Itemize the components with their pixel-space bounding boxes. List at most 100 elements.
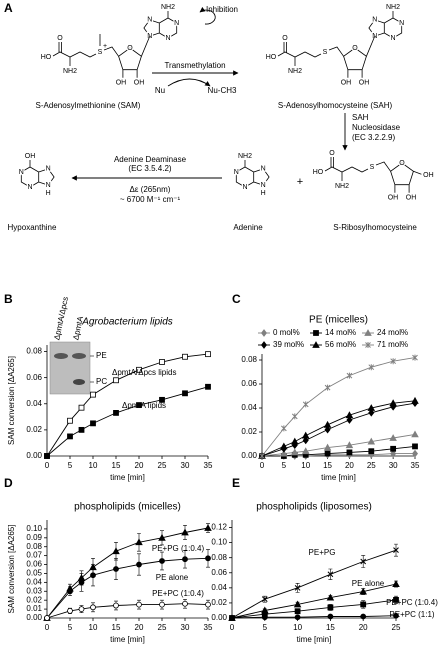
x-tick-label: 35 (204, 623, 213, 632)
y-tick-label: 0.04 (26, 577, 42, 586)
panel-label: E (232, 476, 240, 490)
atom-label: HO (313, 169, 324, 176)
sah-name: S-Adenosylhomocysteine (SAH) (278, 101, 393, 110)
data-point (281, 425, 287, 432)
atom-label: O (329, 150, 335, 157)
data-point (112, 547, 120, 555)
atom-label: NH2 (238, 153, 252, 160)
x-tick-label: 35 (411, 461, 420, 470)
data-point (360, 613, 367, 620)
series-label: ΔpmtA/Δpcs lipids (112, 368, 176, 377)
inset-label: PE (96, 351, 107, 360)
data-point (135, 538, 143, 546)
data-point (324, 450, 331, 457)
bond (368, 19, 385, 37)
y-tick-label: 0.08 (26, 542, 42, 551)
legend-label: 71 mol% (377, 340, 408, 349)
extinction-label: ~ 6700 M⁻¹ cm⁻¹ (120, 195, 181, 204)
y-tick-label: 0.02 (211, 598, 227, 607)
x-tick-label: 15 (323, 461, 332, 470)
atom-label: N (261, 182, 266, 189)
data-point (411, 396, 419, 404)
atom-label: OH (359, 80, 370, 87)
data-point (346, 449, 353, 456)
y-tick-label: 0.06 (26, 373, 42, 382)
data-point (393, 597, 399, 603)
atom-label: O (352, 45, 358, 52)
legend-label: 56 mol% (325, 340, 356, 349)
data-point (229, 615, 235, 621)
atom-label: + (103, 43, 107, 50)
atom-label: N (46, 182, 51, 189)
data-point (291, 448, 299, 456)
data-point (390, 358, 396, 365)
atom-label: HO (266, 54, 277, 61)
series-label: PE+PG (309, 548, 336, 557)
y-tick-label: 0.06 (26, 560, 42, 569)
data-point (302, 401, 309, 408)
data-point (291, 413, 298, 420)
atom-label: N (261, 166, 266, 173)
data-point (323, 420, 332, 428)
data-point (390, 449, 397, 458)
data-point (159, 359, 165, 365)
data-point (293, 600, 302, 608)
x-tick-label: 25 (367, 461, 376, 470)
x-axis-label: time [min] (297, 635, 332, 644)
gel-image (49, 341, 91, 395)
data-point (159, 558, 165, 564)
legend-marker (260, 341, 268, 349)
inset-label: ΔpmtA (71, 315, 85, 341)
x-tick-label: 20 (135, 623, 144, 632)
atom-label: OH (25, 153, 36, 160)
atom-label: NH2 (161, 4, 175, 11)
bond (141, 35, 151, 57)
bond (390, 162, 414, 186)
x-tick-label: 30 (389, 461, 398, 470)
data-point (205, 383, 211, 390)
data-point (113, 410, 119, 416)
bond (143, 19, 160, 37)
atom-label: S (98, 49, 103, 56)
data-point (67, 433, 73, 440)
x-tick-label: 5 (68, 461, 73, 470)
atom-label: NH2 (63, 68, 77, 75)
bond (277, 51, 322, 58)
x-tick-label: 0 (45, 623, 50, 632)
atom-label: S (323, 49, 328, 56)
nu-label: Nu (155, 86, 165, 95)
x-tick-label: 20 (345, 461, 354, 470)
x-tick-label: 0 (230, 623, 235, 632)
x-tick-label: 25 (392, 623, 401, 632)
data-point (90, 604, 96, 611)
panel-label: D (4, 476, 13, 490)
series-line (231, 583, 397, 619)
atom-label: OH (341, 80, 352, 87)
data-point (393, 612, 399, 619)
atom-label: N (46, 166, 51, 173)
atom-label: NH2 (288, 68, 302, 75)
adenine-name: Adenine (233, 223, 263, 232)
atom-label: N (242, 184, 247, 191)
data-point (360, 601, 367, 608)
data-point (301, 431, 310, 439)
data-point (204, 524, 212, 531)
transmethylation-label: Transmethylation (164, 61, 225, 70)
data-point (390, 445, 397, 452)
data-point (67, 588, 73, 595)
data-point (158, 533, 166, 541)
y-tick-label: 0.00 (26, 451, 42, 460)
enzyme-label: (EC 3.2.2.9) (352, 133, 395, 142)
x-tick-label: 10 (89, 623, 98, 632)
series-label: PE+PC (1:0.4) (386, 598, 438, 607)
data-point (136, 561, 142, 568)
chart-title: phospholipids (liposomes) (256, 502, 372, 513)
y-tick-label: 0.02 (26, 595, 42, 604)
legend-label: 24 mol% (377, 328, 408, 337)
data-point (302, 436, 309, 445)
atom-label: NH2 (335, 183, 349, 190)
data-point (78, 606, 85, 612)
data-point (368, 408, 375, 417)
legend-marker (313, 330, 319, 336)
data-point (345, 411, 354, 419)
